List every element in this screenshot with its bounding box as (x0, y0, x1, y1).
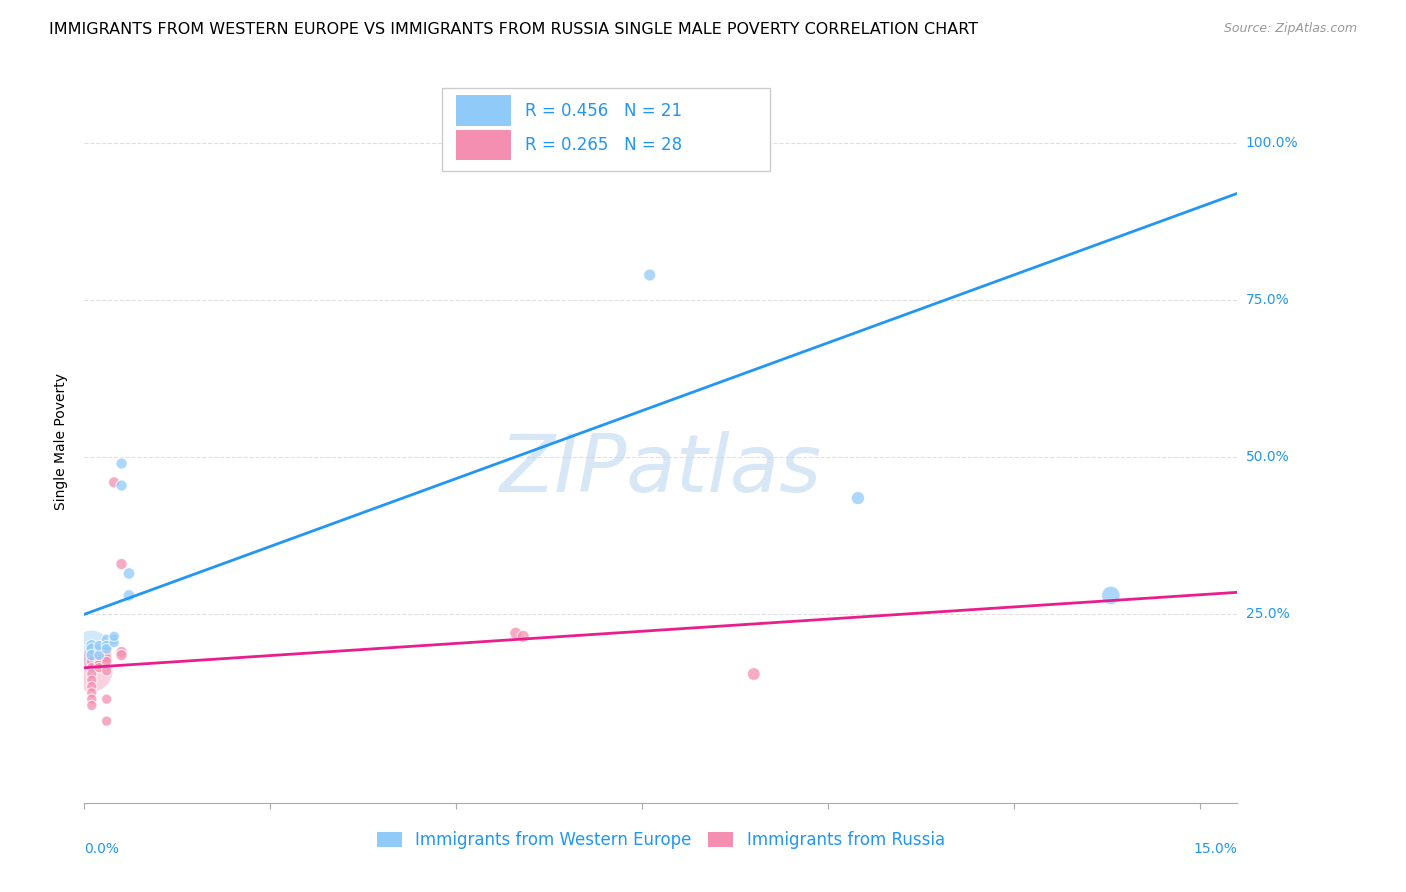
Point (1099, 589, 1122, 603)
Point (110, 648, 132, 662)
Point (80, 639, 103, 653)
Point (557, 136, 579, 150)
Text: IMMIGRANTS FROM WESTERN EUROPE VS IMMIGRANTS FROM RUSSIA SINGLE MALE POVERTY COR: IMMIGRANTS FROM WESTERN EUROPE VS IMMIGR… (49, 22, 979, 37)
FancyBboxPatch shape (456, 95, 510, 126)
Point (80, 661, 103, 675)
Point (89, 657, 111, 672)
Point (118, 589, 141, 603)
Y-axis label: Single Male Poverty: Single Male Poverty (55, 373, 69, 510)
Point (96, 714, 118, 728)
Point (80, 692, 103, 706)
Point (89, 655, 111, 669)
Point (103, 632, 125, 647)
Point (96, 639, 118, 653)
Point (96, 648, 118, 662)
Point (96, 651, 118, 665)
Point (80, 664, 103, 678)
Point (89, 651, 111, 665)
Point (846, 491, 869, 505)
Point (110, 557, 132, 571)
Point (89, 648, 111, 662)
Point (89, 645, 111, 659)
Legend: Immigrants from Western Europe, Immigrants from Russia: Immigrants from Western Europe, Immigran… (370, 824, 952, 856)
Point (80, 667, 103, 681)
Point (80, 680, 103, 694)
Point (80, 655, 103, 669)
Point (96, 692, 118, 706)
Point (96, 664, 118, 678)
Point (110, 457, 132, 471)
Point (80, 641, 103, 656)
Text: 75.0%: 75.0% (1246, 293, 1289, 307)
Point (118, 566, 141, 581)
Point (103, 629, 125, 643)
Point (80, 641, 103, 656)
Text: 0.0%: 0.0% (84, 842, 120, 855)
Point (110, 478, 132, 492)
Point (80, 698, 103, 713)
Point (103, 475, 125, 490)
Text: 15.0%: 15.0% (1194, 842, 1237, 855)
Text: R = 0.456   N = 21: R = 0.456 N = 21 (524, 102, 682, 120)
Point (89, 641, 111, 656)
Point (742, 667, 765, 681)
Point (96, 645, 118, 659)
Point (505, 626, 527, 640)
Point (80, 648, 103, 662)
Text: R = 0.265   N = 28: R = 0.265 N = 28 (524, 136, 682, 154)
Point (482, 136, 505, 150)
Text: 50.0%: 50.0% (1246, 450, 1289, 464)
Point (96, 655, 118, 669)
Point (89, 639, 111, 653)
Point (512, 629, 534, 643)
Text: ZIPatlas: ZIPatlas (499, 432, 823, 509)
Text: 100.0%: 100.0% (1246, 136, 1298, 150)
Text: Source: ZipAtlas.com: Source: ZipAtlas.com (1223, 22, 1357, 36)
Text: 25.0%: 25.0% (1246, 607, 1289, 622)
Point (110, 645, 132, 659)
Point (638, 268, 661, 282)
Point (80, 686, 103, 700)
Point (96, 641, 118, 656)
Point (103, 635, 125, 649)
Point (89, 648, 111, 662)
FancyBboxPatch shape (441, 87, 770, 170)
FancyBboxPatch shape (456, 130, 510, 161)
Point (80, 673, 103, 688)
Point (96, 632, 118, 647)
Point (89, 661, 111, 675)
